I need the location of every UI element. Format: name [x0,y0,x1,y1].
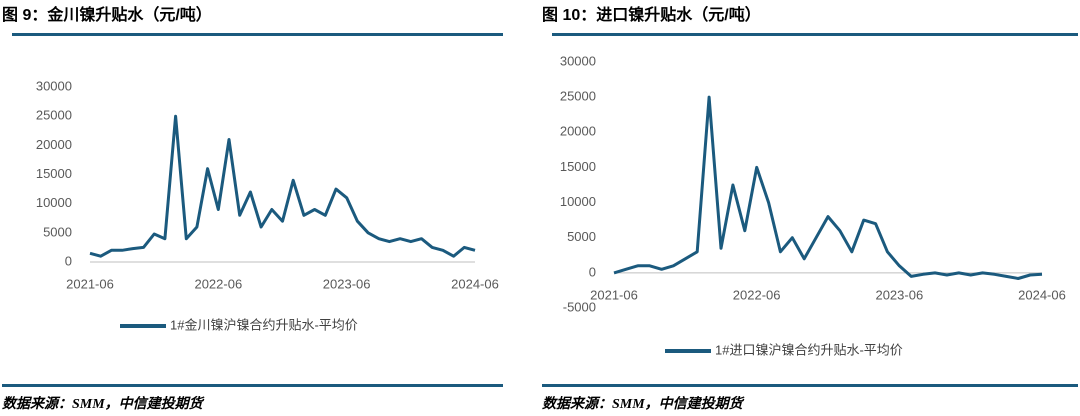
x-tick-label: 2024-06 [451,276,499,291]
y-tick-label: 10000 [36,195,72,210]
x-tick-label: 2021-06 [66,276,114,291]
source-rule [2,384,503,387]
source: 数据来源：SMM，中信建投期货 [542,395,745,412]
chart-title: 图 9：金川镍升贴水（元/吨） [2,5,212,24]
y-tick-label: 0 [65,253,72,268]
x-tick-label: 2024-06 [1018,287,1066,302]
y-tick-label: 20000 [560,124,596,139]
x-tick-label: 2022-06 [194,276,242,291]
y-tick-label: 25000 [560,89,596,104]
y-tick-label: 5000 [567,229,596,244]
source-rule [542,384,1078,387]
legend-label: 1#进口镍沪镍合约升贴水-平均价 [715,342,903,357]
title-rule [12,33,503,36]
title-rule [552,33,1078,36]
y-tick-label: 15000 [560,159,596,174]
y-tick-label: 30000 [36,78,72,93]
y-tick-label: 25000 [36,108,72,123]
y-tick-label: 0 [589,264,596,279]
y-tick-label: 30000 [560,53,596,68]
x-tick-label: 2023-06 [323,276,371,291]
y-tick-label: 5000 [43,224,72,239]
y-tick-label: 20000 [36,137,72,152]
x-tick-label: 2022-06 [733,287,781,302]
line-series [89,114,476,258]
line-series [613,95,1043,280]
y-tick-label: 15000 [36,166,72,181]
source: 数据来源：SMM，中信建投期货 [2,395,205,412]
x-tick-label: 2021-06 [590,287,638,302]
chart-title: 图 10：进口镍升贴水（元/吨） [542,5,761,24]
legend-label: 1#金川镍沪镍合约升贴水-平均价 [170,317,358,332]
y-tick-label: 10000 [560,194,596,209]
x-tick-label: 2023-06 [875,287,923,302]
y-tick-label: -5000 [563,299,596,314]
